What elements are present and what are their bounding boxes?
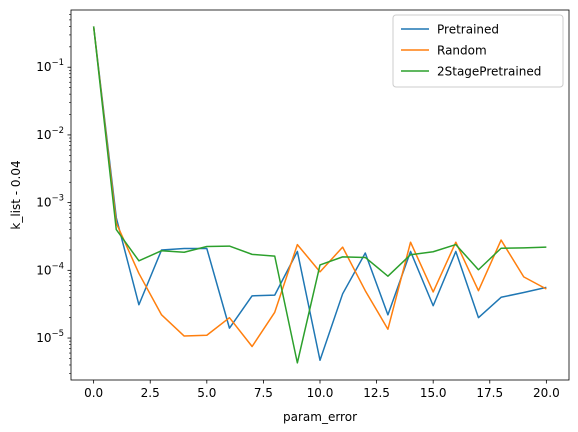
- x-tick-label: 17.5: [476, 386, 503, 400]
- legend-entry-2: 2StagePretrained: [437, 65, 541, 79]
- legend-entry-1: Random: [437, 44, 487, 58]
- x-tick-label: 7.5: [254, 386, 273, 400]
- legend: Pretrained Random 2StagePretrained: [393, 15, 563, 87]
- x-tick-label: 10.0: [307, 386, 334, 400]
- x-tick-label: 15.0: [420, 386, 447, 400]
- y-axis-label: k_list - 0.04: [9, 160, 23, 229]
- x-tick-label: 12.5: [363, 386, 390, 400]
- x-tick-label: 20.0: [533, 386, 560, 400]
- x-axis-label: param_error: [283, 410, 357, 424]
- legend-entry-0: Pretrained: [437, 23, 499, 37]
- x-tick-label: 2.5: [141, 386, 160, 400]
- x-tick-label: 5.0: [197, 386, 216, 400]
- x-tick-label: 0.0: [84, 386, 103, 400]
